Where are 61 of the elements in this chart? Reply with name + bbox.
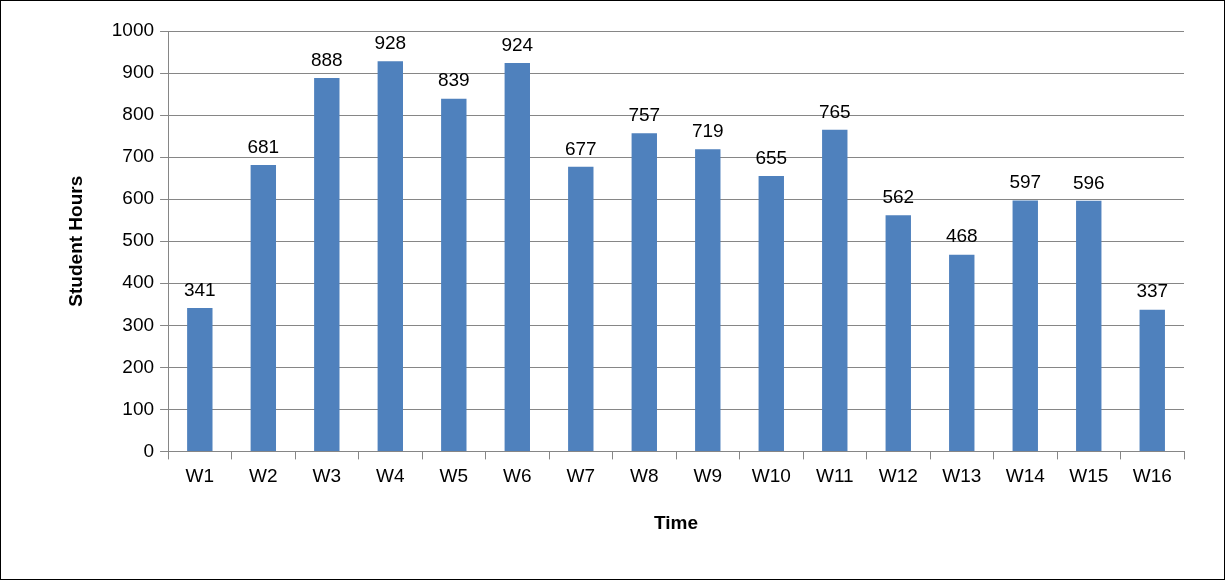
x-tick-label: W10 <box>751 465 791 487</box>
bar <box>822 129 848 451</box>
x-tick-label: W7 <box>566 465 596 487</box>
x-tick-label: W8 <box>630 465 659 487</box>
x-tick-label: W6 <box>503 465 532 487</box>
bar <box>377 61 403 451</box>
bar <box>568 166 594 451</box>
y-tick-label: 900 <box>122 61 155 83</box>
y-tick-label: 300 <box>122 313 155 335</box>
data-label: 468 <box>945 225 978 247</box>
x-tick-label: W13 <box>942 465 982 487</box>
bar <box>314 78 340 451</box>
data-label: 757 <box>628 103 661 125</box>
bar <box>695 149 721 451</box>
data-label: 341 <box>183 278 216 300</box>
y-tick-label: 100 <box>122 397 155 419</box>
x-tick-label: W15 <box>1069 465 1109 487</box>
bar <box>250 165 277 451</box>
bar <box>441 98 467 451</box>
data-label: 928 <box>374 32 407 53</box>
bar <box>758 176 784 451</box>
bar <box>949 254 975 451</box>
data-label: 677 <box>564 137 597 159</box>
bar <box>187 308 213 451</box>
x-tick-label: W16 <box>1132 465 1172 487</box>
x-tick-label: W9 <box>693 465 723 487</box>
x-tick-label: W4 <box>376 465 405 487</box>
y-tick-label: 500 <box>122 229 155 251</box>
data-label: 924 <box>501 33 534 55</box>
data-label: 719 <box>691 119 724 141</box>
data-label: 655 <box>755 146 788 168</box>
bar <box>885 215 911 451</box>
data-label: 562 <box>882 185 915 207</box>
x-tick-label: W12 <box>878 465 918 487</box>
data-label: 596 <box>1072 171 1105 193</box>
y-tick-label: 800 <box>122 103 155 125</box>
bar <box>1012 200 1038 451</box>
y-tick-label: 600 <box>122 187 155 209</box>
y-tick-label: 400 <box>122 271 155 293</box>
bar <box>1076 200 1102 451</box>
data-label: 337 <box>1136 280 1169 302</box>
y-tick-label: 0 <box>143 439 155 461</box>
x-tick-label: W1 <box>185 465 215 487</box>
x-tick-label: W3 <box>312 465 342 487</box>
data-label: 597 <box>1009 171 1042 193</box>
x-tick-label: W5 <box>439 465 469 487</box>
y-tick-label: 200 <box>122 355 155 377</box>
x-tick-label: W11 <box>815 465 854 487</box>
bar <box>631 133 657 451</box>
data-label: 681 <box>247 135 280 157</box>
data-label: 839 <box>437 69 470 91</box>
y-axis-title: Student Hours <box>64 175 86 307</box>
y-tick-label: 700 <box>122 145 155 167</box>
x-tick-label: W2 <box>249 465 278 487</box>
y-tick-label: 1000 <box>111 19 155 41</box>
x-tick-label: W14 <box>1005 465 1046 487</box>
x-axis-title: Time <box>654 511 699 533</box>
bar <box>1139 309 1165 451</box>
data-label: 888 <box>310 48 343 70</box>
data-label: 765 <box>818 100 851 122</box>
bar <box>504 62 530 451</box>
